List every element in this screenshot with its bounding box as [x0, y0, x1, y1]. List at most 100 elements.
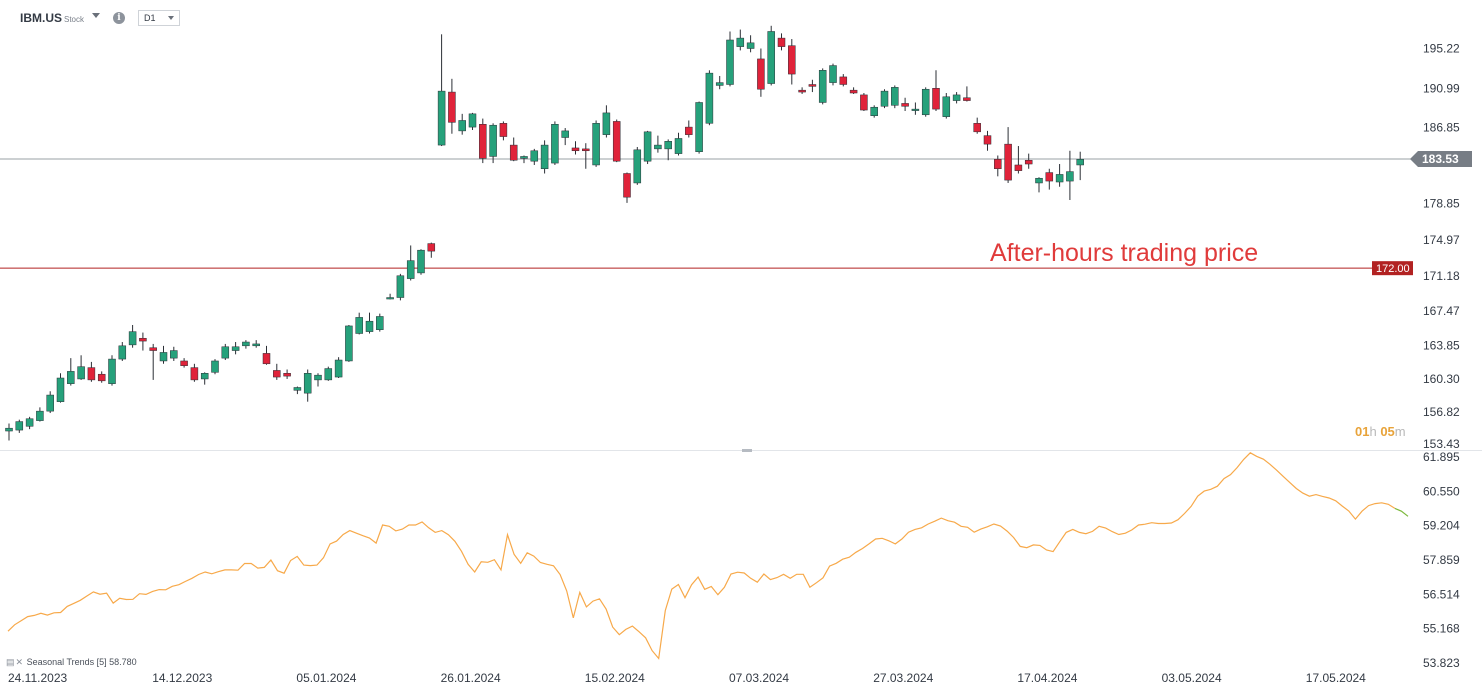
candle[interactable]: [1045, 168, 1054, 190]
chart-icon[interactable]: ▤: [6, 657, 15, 667]
candle[interactable]: [963, 86, 971, 102]
candle[interactable]: [499, 121, 508, 141]
candle[interactable]: [726, 31, 734, 87]
candle[interactable]: [211, 359, 219, 375]
candle[interactable]: [561, 128, 569, 146]
candle[interactable]: [190, 363, 199, 382]
candle[interactable]: [582, 143, 590, 169]
candle[interactable]: [870, 105, 878, 118]
candle[interactable]: [746, 35, 755, 53]
candle[interactable]: [973, 117, 981, 134]
candle[interactable]: [479, 118, 487, 164]
candle[interactable]: [159, 345, 168, 364]
candle[interactable]: [36, 407, 44, 422]
candle[interactable]: [314, 373, 322, 387]
candle[interactable]: [406, 245, 415, 281]
candle[interactable]: [448, 78, 456, 134]
candle[interactable]: [911, 102, 920, 115]
candle[interactable]: [818, 68, 827, 105]
candle[interactable]: [489, 123, 497, 164]
candle[interactable]: [427, 242, 436, 258]
candle[interactable]: [623, 172, 631, 203]
candle[interactable]: [334, 357, 343, 379]
candle[interactable]: [67, 358, 75, 386]
candle[interactable]: [1014, 146, 1023, 174]
candle[interactable]: [880, 89, 889, 109]
candle[interactable]: [1035, 177, 1043, 193]
panel-resize-handle[interactable]: [742, 449, 752, 452]
candle[interactable]: [139, 332, 147, 351]
candle[interactable]: [345, 324, 353, 362]
candle[interactable]: [571, 141, 580, 155]
candle[interactable]: [77, 355, 85, 380]
candle[interactable]: [1076, 151, 1084, 181]
chevron-down-icon[interactable]: [92, 13, 100, 18]
candle[interactable]: [602, 105, 611, 138]
candle[interactable]: [829, 63, 837, 86]
candle[interactable]: [128, 324, 137, 348]
candle[interactable]: [808, 79, 817, 93]
candle[interactable]: [417, 249, 425, 275]
candle[interactable]: [633, 146, 642, 185]
candle[interactable]: [932, 70, 940, 112]
candle[interactable]: [736, 29, 745, 51]
candle[interactable]: [324, 366, 333, 381]
candle[interactable]: [1004, 127, 1012, 183]
candle[interactable]: [757, 48, 765, 97]
candle[interactable]: [458, 113, 466, 135]
candle[interactable]: [612, 119, 621, 163]
candle[interactable]: [798, 87, 806, 94]
candle[interactable]: [386, 293, 394, 300]
candle[interactable]: [1066, 150, 1074, 201]
candle[interactable]: [777, 33, 786, 51]
candle[interactable]: [520, 155, 528, 164]
candle[interactable]: [231, 342, 240, 355]
candle[interactable]: [952, 92, 961, 104]
candle[interactable]: [942, 93, 951, 119]
candle[interactable]: [788, 39, 796, 85]
candle[interactable]: [767, 25, 775, 86]
candle[interactable]: [365, 312, 374, 334]
candle[interactable]: [25, 416, 34, 430]
candle[interactable]: [376, 313, 384, 332]
candle[interactable]: [273, 363, 281, 380]
candle[interactable]: [170, 346, 178, 361]
candle[interactable]: [56, 373, 65, 403]
candle[interactable]: [221, 343, 230, 361]
candle[interactable]: [242, 340, 250, 349]
candle[interactable]: [849, 87, 858, 94]
candle[interactable]: [200, 372, 209, 385]
candle[interactable]: [1024, 153, 1033, 169]
candle[interactable]: [283, 369, 291, 379]
interval-select[interactable]: D1: [138, 10, 180, 26]
candle[interactable]: [643, 130, 652, 165]
candle[interactable]: [355, 312, 363, 335]
candle[interactable]: [592, 120, 600, 167]
candle[interactable]: [839, 74, 848, 87]
candle[interactable]: [180, 358, 188, 368]
candle[interactable]: [468, 112, 477, 130]
candle[interactable]: [664, 139, 672, 161]
candle[interactable]: [118, 342, 127, 361]
candle[interactable]: [149, 343, 157, 380]
candle[interactable]: [108, 355, 116, 386]
candle[interactable]: [530, 148, 539, 165]
candle[interactable]: [860, 93, 868, 112]
candle[interactable]: [695, 101, 703, 154]
candle[interactable]: [262, 345, 271, 365]
candle[interactable]: [685, 120, 693, 138]
candle[interactable]: [509, 137, 518, 162]
candle[interactable]: [654, 135, 662, 153]
candle[interactable]: [983, 130, 992, 151]
candle[interactable]: [540, 140, 549, 174]
candle[interactable]: [551, 121, 559, 165]
candle[interactable]: [15, 419, 24, 433]
candle[interactable]: [891, 85, 899, 109]
candle[interactable]: [396, 273, 405, 301]
candle[interactable]: [674, 132, 683, 156]
candle[interactable]: [87, 361, 96, 382]
candle[interactable]: [46, 391, 54, 414]
candle[interactable]: [293, 386, 302, 395]
candle[interactable]: [252, 340, 260, 348]
info-icon[interactable]: i: [113, 12, 125, 24]
